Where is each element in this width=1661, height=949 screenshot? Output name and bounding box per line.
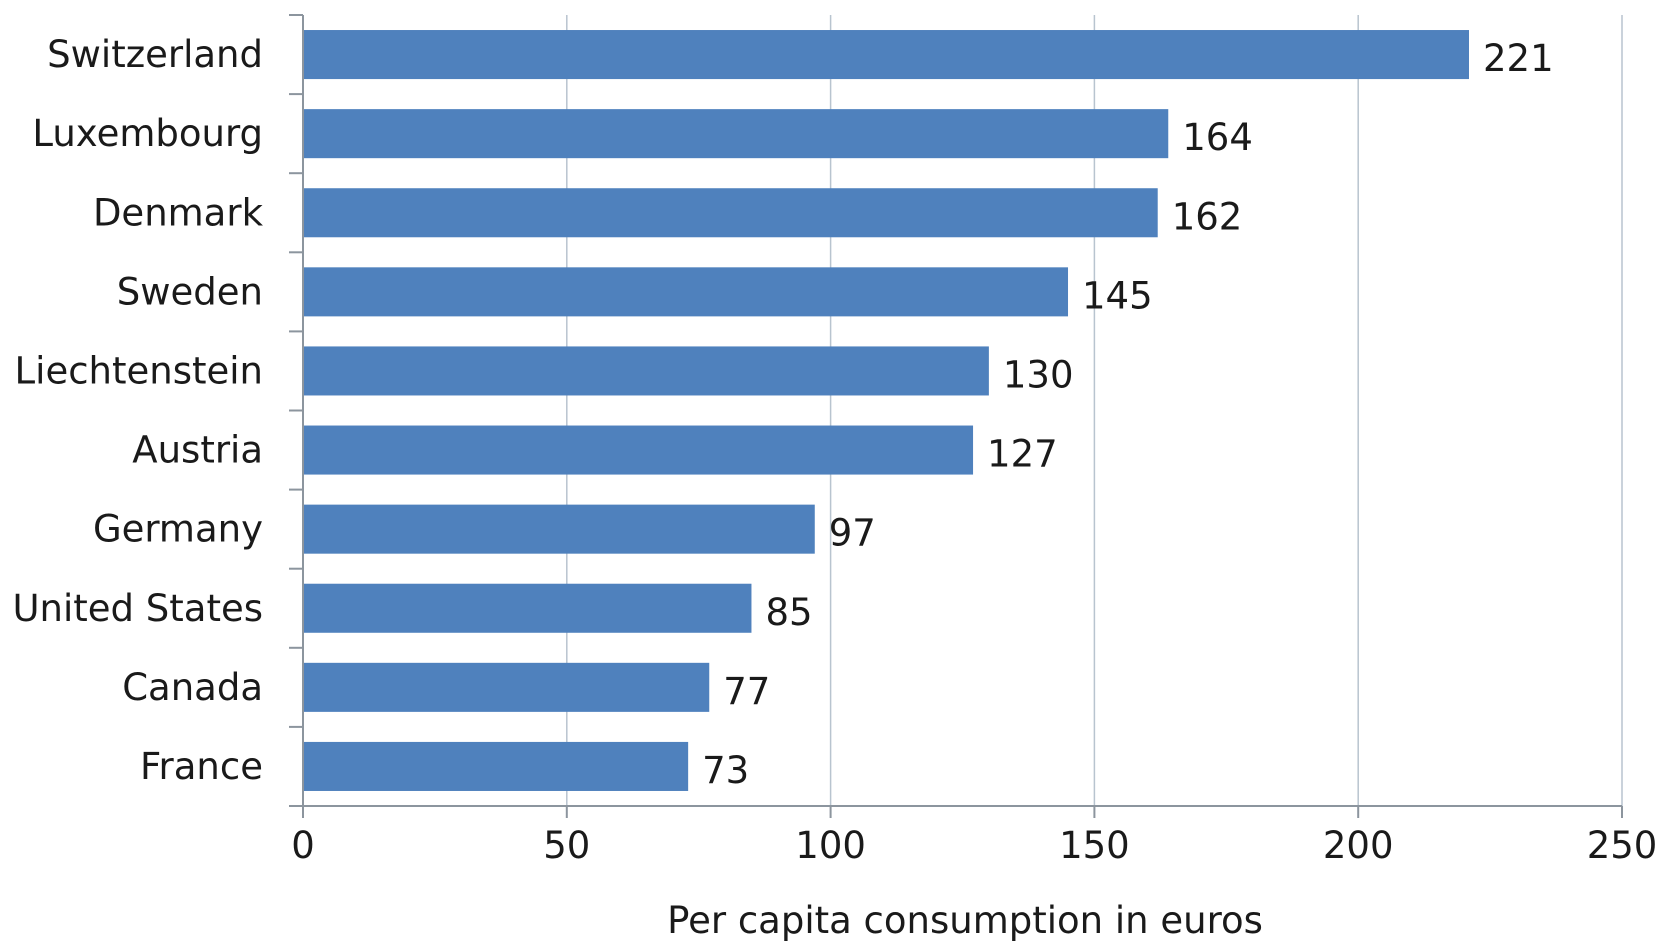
bar-austria — [303, 425, 974, 475]
x-tick-label: 100 — [795, 824, 866, 867]
axes — [289, 14, 1623, 818]
category-label: Liechtenstein — [15, 349, 263, 392]
bar-liechtenstein — [303, 346, 989, 396]
data-label: 127 — [987, 433, 1058, 476]
category-label: Sweden — [117, 270, 263, 313]
category-label: Denmark — [93, 191, 264, 234]
category-label: Switzerland — [47, 33, 263, 76]
bars — [303, 30, 1469, 791]
category-label: Germany — [93, 508, 263, 551]
bar-sweden — [303, 267, 1069, 317]
category-labels: Switzerland Luxembourg Denmark Sweden Liecht… — [12, 33, 263, 788]
bar-united-states — [303, 583, 752, 633]
category-label: Austria — [132, 429, 263, 472]
x-tick-labels: 0 50 100 150 200 250 — [291, 824, 1657, 867]
x-tick-label: 200 — [1323, 824, 1394, 867]
category-label: Canada — [122, 666, 263, 709]
data-label: 77 — [723, 670, 770, 713]
x-tick-label: 150 — [1059, 824, 1130, 867]
data-label: 164 — [1182, 116, 1253, 159]
x-axis-title: Per capita consumption in euros — [667, 899, 1263, 942]
bar-luxembourg — [303, 109, 1169, 159]
data-label: 145 — [1082, 274, 1153, 317]
data-label: 85 — [765, 591, 812, 634]
data-label: 221 — [1483, 37, 1554, 80]
bar-denmark — [303, 188, 1158, 238]
x-tick-label: 50 — [543, 824, 590, 867]
data-label: 97 — [829, 512, 876, 555]
data-label: 162 — [1172, 195, 1243, 238]
x-tick-label: 0 — [291, 824, 315, 867]
bar-france — [303, 741, 689, 791]
bar-germany — [303, 504, 815, 554]
x-tick-label: 250 — [1587, 824, 1658, 867]
data-label: 73 — [702, 749, 749, 792]
bar-canada — [303, 662, 710, 712]
category-label: Luxembourg — [32, 112, 263, 155]
category-label: United States — [12, 587, 263, 630]
bar-switzerland — [303, 30, 1469, 80]
category-label: France — [140, 745, 263, 788]
data-label: 130 — [1003, 353, 1074, 396]
